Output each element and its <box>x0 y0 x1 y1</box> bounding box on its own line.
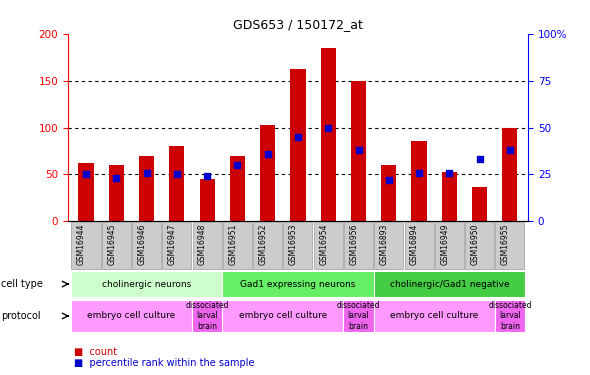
FancyBboxPatch shape <box>405 222 434 269</box>
Text: GSM16947: GSM16947 <box>168 224 177 266</box>
Text: GSM16945: GSM16945 <box>107 224 116 266</box>
FancyBboxPatch shape <box>223 222 252 269</box>
Text: GSM16954: GSM16954 <box>319 224 328 266</box>
Point <box>112 175 121 181</box>
Bar <box>78 163 94 221</box>
Point <box>384 177 394 183</box>
FancyBboxPatch shape <box>314 222 343 269</box>
Text: GSM16955: GSM16955 <box>501 224 510 266</box>
Point <box>445 170 454 176</box>
Text: ■  percentile rank within the sample: ■ percentile rank within the sample <box>74 358 254 368</box>
Text: GSM16944: GSM16944 <box>77 224 86 266</box>
Bar <box>351 81 366 221</box>
FancyBboxPatch shape <box>162 222 191 269</box>
Text: Gad1 expressing neurons: Gad1 expressing neurons <box>240 280 356 289</box>
Point <box>354 147 363 153</box>
Point <box>142 170 151 176</box>
Text: GSM16953: GSM16953 <box>289 224 298 266</box>
Point <box>414 170 424 176</box>
FancyBboxPatch shape <box>222 271 373 297</box>
Text: GSM16951: GSM16951 <box>228 224 237 266</box>
Text: GSM16952: GSM16952 <box>258 224 268 266</box>
Bar <box>320 48 336 221</box>
Text: cholinergic neurons: cholinergic neurons <box>102 280 191 289</box>
FancyBboxPatch shape <box>465 222 494 269</box>
Point <box>475 156 484 162</box>
Bar <box>169 146 185 221</box>
Bar <box>139 156 154 221</box>
FancyBboxPatch shape <box>132 222 161 269</box>
Point <box>81 171 91 177</box>
Point <box>323 124 333 130</box>
FancyBboxPatch shape <box>344 222 373 269</box>
Text: embryo cell culture: embryo cell culture <box>239 311 327 320</box>
Bar <box>502 128 517 221</box>
Text: dissociated
larval
brain: dissociated larval brain <box>488 301 532 331</box>
FancyBboxPatch shape <box>192 222 222 269</box>
FancyBboxPatch shape <box>496 222 525 269</box>
FancyBboxPatch shape <box>71 222 100 269</box>
Text: GSM16948: GSM16948 <box>198 224 207 266</box>
FancyBboxPatch shape <box>71 271 222 297</box>
Text: embryo cell culture: embryo cell culture <box>390 311 478 320</box>
Text: GSM16950: GSM16950 <box>471 224 480 266</box>
FancyBboxPatch shape <box>435 222 464 269</box>
Bar <box>381 165 396 221</box>
Bar <box>411 141 427 221</box>
FancyBboxPatch shape <box>283 222 313 269</box>
Text: GSM16894: GSM16894 <box>410 224 419 266</box>
FancyBboxPatch shape <box>373 300 495 332</box>
Text: dissociated
larval
brain: dissociated larval brain <box>185 301 229 331</box>
Text: protocol: protocol <box>1 311 41 321</box>
Text: GSM16956: GSM16956 <box>349 224 359 266</box>
FancyBboxPatch shape <box>253 222 282 269</box>
Point <box>232 162 242 168</box>
Bar <box>109 165 124 221</box>
FancyBboxPatch shape <box>101 222 131 269</box>
Bar <box>472 187 487 221</box>
Text: embryo cell culture: embryo cell culture <box>87 311 176 320</box>
Point <box>202 173 212 179</box>
Text: cholinergic/Gad1 negative: cholinergic/Gad1 negative <box>389 280 509 289</box>
FancyBboxPatch shape <box>373 271 525 297</box>
Text: GSM16893: GSM16893 <box>380 224 389 266</box>
Bar <box>230 156 245 221</box>
Text: ■  count: ■ count <box>74 347 117 357</box>
Text: dissociated
larval
brain: dissociated larval brain <box>337 301 380 331</box>
Point <box>293 134 303 140</box>
Bar <box>199 179 215 221</box>
Text: GSM16946: GSM16946 <box>137 224 146 266</box>
FancyBboxPatch shape <box>495 300 525 332</box>
FancyBboxPatch shape <box>222 300 343 332</box>
Text: cell type: cell type <box>1 279 43 289</box>
Point <box>263 151 273 157</box>
FancyBboxPatch shape <box>343 300 373 332</box>
FancyBboxPatch shape <box>71 300 192 332</box>
Bar <box>442 172 457 221</box>
Title: GDS653 / 150172_at: GDS653 / 150172_at <box>233 18 363 31</box>
FancyBboxPatch shape <box>192 300 222 332</box>
Bar <box>260 125 276 221</box>
Point <box>172 171 182 177</box>
Point <box>505 147 514 153</box>
Bar <box>290 69 306 221</box>
FancyBboxPatch shape <box>374 222 404 269</box>
Text: GSM16949: GSM16949 <box>440 224 450 266</box>
